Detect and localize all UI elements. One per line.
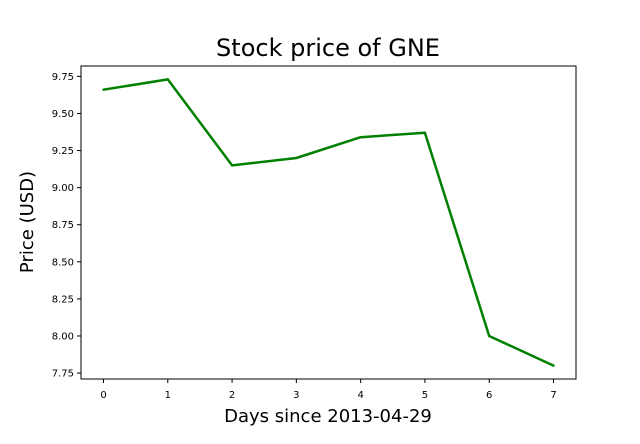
- x-tick-label: 7: [550, 390, 556, 401]
- plot-area: [80, 65, 577, 380]
- x-tick-label: 1: [165, 390, 171, 401]
- x-tick-label: 0: [100, 390, 106, 401]
- y-axis-ticks: 7.75 8.00 8.25 8.50 8.75 9.00 9.25 9.50 9.75: [52, 72, 81, 380]
- price-line: [103, 78, 555, 367]
- data-point: [423, 131, 427, 134]
- x-tick-label: 5: [422, 390, 428, 401]
- x-tick-label: 3: [293, 390, 299, 401]
- data-point: [102, 88, 105, 91]
- y-tick-label: 8.00: [52, 331, 74, 342]
- data-point: [488, 334, 491, 338]
- series-layer: [102, 78, 555, 367]
- y-tick-label: 9.50: [52, 109, 74, 120]
- y-axis-title: Price (USD): [17, 171, 38, 273]
- y-tick-label: 9.00: [52, 183, 74, 194]
- data-point: [295, 156, 298, 160]
- y-tick-label: 7.75: [52, 369, 74, 380]
- x-tick-label: 4: [357, 390, 363, 401]
- chart-title: Stock price of GNE: [216, 34, 440, 62]
- y-tick-label: 8.50: [52, 257, 74, 268]
- y-tick-label: 8.25: [52, 294, 74, 305]
- x-tick-label: 6: [486, 390, 492, 401]
- x-axis-title: Days since 2013-04-29: [224, 406, 432, 427]
- data-point: [359, 136, 362, 139]
- y-tick-label: 8.75: [52, 220, 74, 231]
- y-tick-label: 9.25: [52, 146, 74, 157]
- data-point: [166, 78, 169, 81]
- x-axis-ticks: 0 1 2 3 4 5 6 7: [100, 379, 557, 401]
- data-point: [230, 164, 234, 167]
- x-tick-label: 2: [229, 390, 235, 401]
- y-tick-label: 9.75: [52, 72, 74, 83]
- data-point: [552, 364, 555, 367]
